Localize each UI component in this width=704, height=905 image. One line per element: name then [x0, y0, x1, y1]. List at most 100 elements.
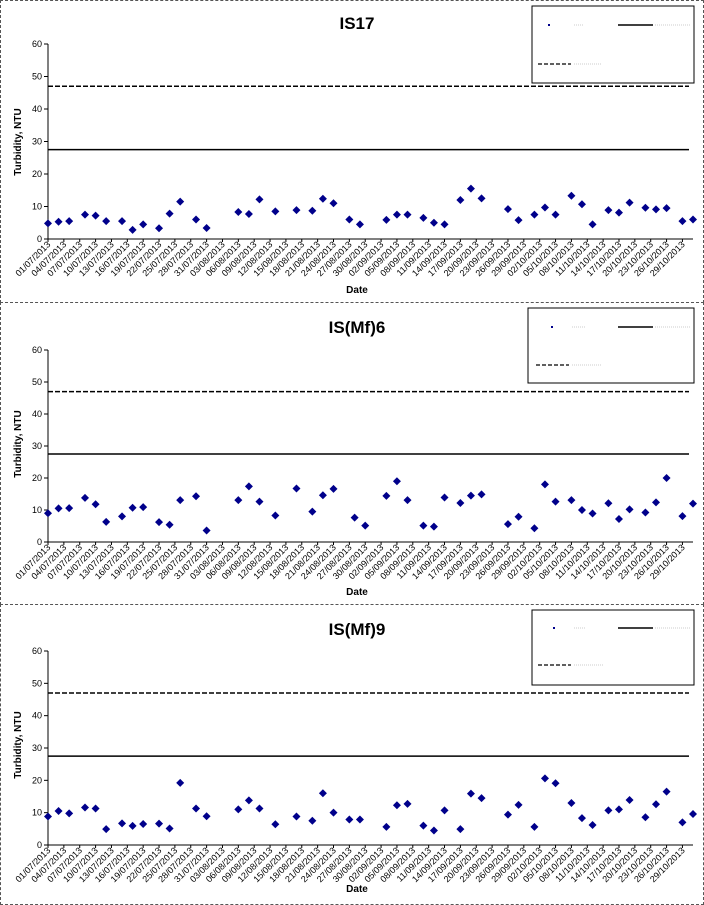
data-point: [577, 814, 586, 823]
data-point: [329, 808, 338, 817]
data-point: [139, 220, 148, 229]
y-tick-label: 40: [32, 409, 42, 419]
data-point: [350, 513, 359, 522]
data-point: [65, 504, 74, 513]
data-point: [244, 796, 253, 805]
data-point: [202, 223, 211, 232]
data-point: [689, 215, 697, 224]
data-point: [392, 210, 401, 219]
data-point: [81, 493, 90, 502]
data-point: [530, 524, 539, 533]
data-point: [234, 208, 243, 217]
data-point: [588, 820, 597, 829]
data-point: [614, 208, 623, 217]
data-point: [456, 825, 465, 834]
data-point: [662, 204, 671, 213]
data-point: [118, 217, 127, 226]
data-point: [614, 514, 623, 523]
data-point: [176, 496, 185, 505]
data-point: [392, 477, 401, 486]
data-point: [54, 504, 63, 513]
chart-title: IS(Mf)9: [329, 620, 386, 639]
data-point: [429, 218, 438, 227]
data-point: [292, 812, 301, 821]
data-point: [588, 509, 597, 518]
data-point: [540, 774, 549, 783]
data-point: [165, 520, 174, 529]
data-point: [118, 512, 127, 521]
data-point: [530, 822, 539, 831]
x-axis-label: Date: [346, 884, 368, 895]
data-point: [355, 815, 364, 824]
y-tick-label: 50: [32, 678, 42, 688]
data-point: [567, 496, 576, 505]
data-point: [625, 198, 634, 207]
data-point: [318, 789, 327, 798]
data-point: [651, 498, 660, 507]
data-point: [255, 497, 264, 506]
data-point: [345, 215, 354, 224]
y-tick-label: 40: [32, 711, 42, 721]
data-point: [65, 217, 74, 226]
data-point: [308, 507, 317, 516]
data-point: [139, 819, 148, 828]
x-axis-label: Date: [346, 587, 368, 598]
chart-panel-ismf9: IS(Mf)9 Date Turbidity, NTU 0 10 20 30 40 50 6…: [0, 604, 704, 905]
data-point: [604, 206, 613, 215]
data-point: [540, 203, 549, 212]
y-tick-label: 0: [37, 234, 42, 244]
data-point: [271, 207, 280, 216]
data-point: [440, 806, 449, 815]
data-point: [244, 209, 253, 218]
data-point: [662, 474, 671, 482]
y-axis-label: Turbidity, NTU: [13, 410, 24, 477]
data-point: [91, 804, 100, 813]
y-tick-label: 20: [32, 473, 42, 483]
data-point: [292, 206, 301, 215]
data-point: [466, 184, 475, 193]
data-point: [128, 503, 137, 512]
data-point: [419, 521, 428, 530]
legend-box: [527, 307, 695, 384]
legend: [531, 5, 695, 84]
data-point: [440, 493, 449, 502]
data-point: [234, 805, 243, 814]
y-tick-label: 10: [32, 505, 42, 515]
data-point: [128, 225, 137, 234]
data-point: [514, 512, 523, 521]
data-point: [244, 482, 253, 491]
data-point: [540, 480, 549, 489]
data-point: [308, 816, 317, 825]
data-point: [176, 778, 185, 787]
data-point: [440, 220, 449, 229]
data-point: [44, 509, 52, 518]
y-tick-label: 50: [32, 377, 42, 387]
y-tick-label: 10: [32, 202, 42, 212]
legend-marker: [548, 24, 550, 26]
data-point: [651, 800, 660, 809]
data-point: [192, 215, 201, 224]
data-point: [329, 484, 338, 493]
chart-title: IS17: [340, 14, 375, 33]
data-point: [503, 810, 512, 819]
chart-ismf6: IS(Mf)6 Date Turbidity, NTU 0 10 20 30 40 50 6…: [13, 307, 697, 598]
data-point: [530, 210, 539, 219]
data-point: [577, 200, 586, 209]
data-point: [255, 195, 264, 204]
data-point: [604, 499, 613, 508]
legend: [531, 609, 695, 686]
data-point: [91, 500, 100, 509]
data-point: [503, 205, 512, 214]
data-point: [155, 224, 164, 233]
data-point: [392, 801, 401, 810]
chart-panel-ismf6: IS(Mf)6 Date Turbidity, NTU 0 10 20 30 40 50 6…: [0, 302, 704, 605]
y-tick-label: 0: [37, 537, 42, 547]
data-point: [551, 779, 560, 788]
y-tick-label: 60: [32, 39, 42, 49]
data-point: [382, 822, 391, 831]
data-point: [419, 821, 428, 830]
data-point: [44, 812, 52, 821]
data-point: [567, 798, 576, 807]
data-point: [118, 819, 127, 828]
data-point: [678, 512, 687, 521]
